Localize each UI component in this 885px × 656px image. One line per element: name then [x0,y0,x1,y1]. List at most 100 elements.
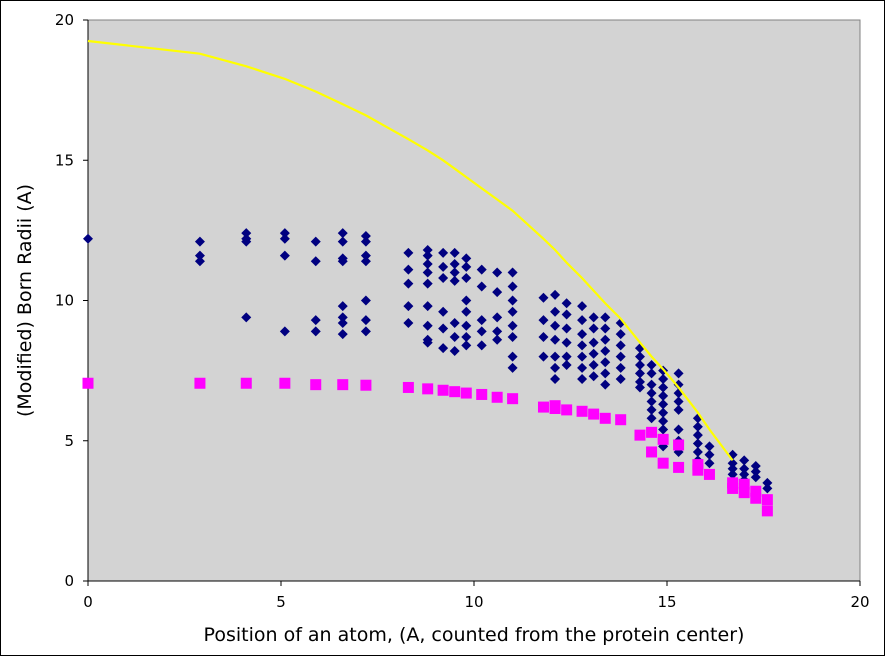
diamond-point [422,259,433,270]
diamond-point [588,371,599,382]
diamond-point [507,267,518,278]
square-point [634,429,646,441]
diamond-point [403,301,414,312]
diamond-point [461,253,472,264]
diamond-point [561,337,572,348]
diamond-point [241,312,252,323]
diamond-point [449,317,460,328]
diamond-point [461,273,472,284]
diamond-point [634,376,645,387]
square-point [549,402,561,414]
y-tick-label: 5 [64,432,74,450]
diamond-point [337,301,348,312]
diamond-point [634,360,645,371]
diamond-point [476,281,487,292]
diamond-point [438,323,449,334]
diamond-point [588,312,599,323]
square-point [422,383,434,395]
square-point [402,381,414,393]
diamond-point [461,295,472,306]
series-line [87,39,734,462]
diamond-point [337,256,348,267]
diamond-point [438,261,449,272]
diamond-point [577,315,588,326]
diamond-point [403,317,414,328]
diamond-point [461,320,472,331]
square-point [750,492,762,504]
square-point [657,433,669,445]
y-tick-label: 15 [55,151,74,169]
square-point [561,404,573,416]
diamond-point [615,329,626,340]
diamond-point [577,301,588,312]
diamond-point [704,458,715,469]
square-point [738,478,750,490]
axes: 0 5 10 15 20 0 5 10 15 20 [55,11,870,611]
square-point [337,379,349,391]
diamond-point [241,228,252,239]
diamond-point [449,247,460,258]
diamond-point [550,351,561,362]
diamond-point [438,343,449,354]
diamond-point [461,340,472,351]
square-point [738,487,750,499]
diamond-point [550,362,561,373]
square-point [82,377,94,389]
diamond-point [449,345,460,356]
diamond-point [461,306,472,317]
diamond-point [646,368,657,379]
diamond-point [692,430,703,441]
diamond-point [561,309,572,320]
square-point [476,388,488,400]
square-point [692,464,704,476]
diamond-point [646,404,657,415]
diamond-point [422,250,433,261]
x-axis-title: Position of an atom, (A, counted from th… [204,624,745,646]
diamond-point [561,323,572,334]
diamond-point [600,323,611,334]
diamond-point [422,245,433,256]
square-point [761,494,773,506]
square-point [615,414,627,426]
diamond-point [615,340,626,351]
diamond-point [673,396,684,407]
x-tick-label: 15 [657,593,676,611]
diamond-point [83,233,93,244]
diamond-point [360,326,371,337]
diamond-point [449,275,460,286]
square-point [437,384,449,396]
square-point [727,482,739,494]
series-square [82,377,773,517]
diamond-point [600,334,611,345]
diamond-point [422,320,433,331]
diamond-point [449,259,460,270]
diamond-point [762,483,773,494]
square-point [576,405,588,417]
diamond-point [538,351,549,362]
diamond-point [588,337,599,348]
x-tick-label: 0 [83,593,93,611]
diamond-point [646,379,657,390]
diamond-point [577,374,588,385]
diamond-point [727,463,738,474]
diamond-point [337,228,348,239]
diamond-point [337,317,348,328]
square-point [646,446,658,458]
diamond-point [561,360,572,371]
diamond-point [403,264,414,275]
diamond-point [727,458,738,469]
x-tick-label: 10 [464,593,483,611]
diamond-point [550,306,561,317]
square-point [449,386,461,398]
diamond-point [550,334,561,345]
diamond-point [561,298,572,309]
diamond-point [588,323,599,334]
square-point [692,459,704,471]
diamond-point [194,256,205,267]
diamond-point [577,329,588,340]
square-point [750,485,762,497]
diamond-point [403,278,414,289]
diamond-point [658,390,669,401]
diamond-point [538,292,549,303]
